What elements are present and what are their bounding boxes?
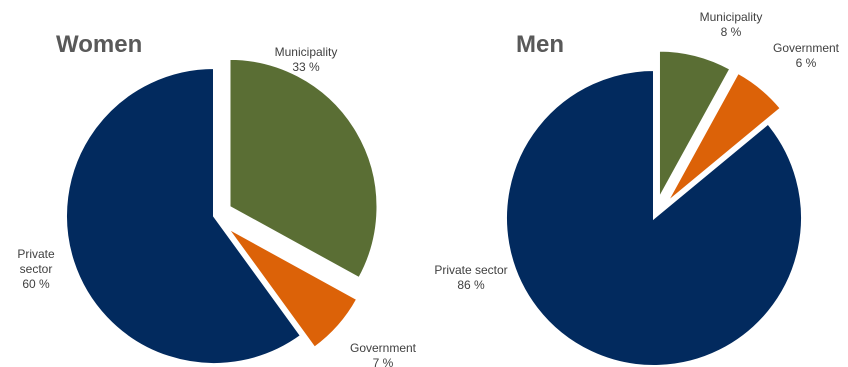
pie-women: Municipality 33 % Government 7 % Private sect… [17,45,416,367]
pie-slice-men-government [665,71,783,204]
chart-title-women: Women [56,31,142,58]
slice-label-women-municipality: Municipality 33 % [275,45,338,74]
slice-label-women-government: Government 7 % [350,341,417,367]
pie-slice-women-private-sector [65,66,303,365]
pie-men: Municipality 8 % Government 6 % Private sect… [434,10,840,367]
pie-slice-men-private-sector [505,68,803,367]
pie-slice-women-municipality [228,57,379,280]
slice-label-men-private-sector: Private sector 86 % [434,263,507,292]
slice-label-men-government: Government 6 % [773,41,840,70]
pie-slice-men-municipality [657,49,732,200]
pie-slice-women-government [226,227,359,350]
slice-label-women-private-sector: Private sector 60 % [17,247,55,291]
chart-title-men: Men [516,31,564,58]
slice-label-men-municipality: Municipality 8 % [700,10,763,39]
